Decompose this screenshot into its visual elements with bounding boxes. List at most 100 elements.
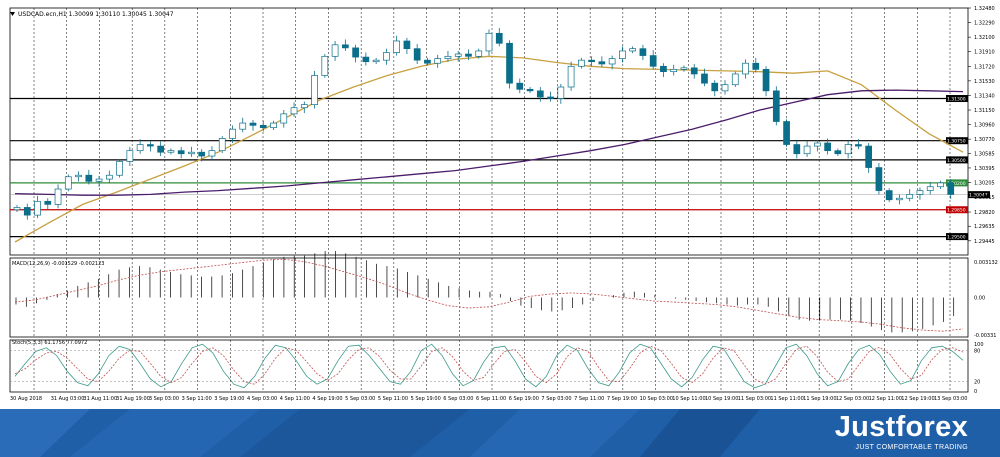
candle bbox=[424, 57, 431, 66]
candle-body bbox=[321, 55, 329, 76]
candle bbox=[465, 49, 472, 61]
candle bbox=[670, 64, 678, 76]
candle bbox=[64, 174, 72, 192]
candle-body bbox=[424, 59, 431, 64]
candle bbox=[711, 80, 719, 97]
time-label: 13 Sep 03:00 bbox=[934, 396, 967, 402]
candle-body bbox=[526, 88, 534, 92]
candle bbox=[167, 148, 175, 155]
level-tag-label: 1.29500 bbox=[947, 235, 966, 241]
candle-body bbox=[660, 65, 667, 73]
candle-body bbox=[875, 167, 883, 191]
panel-frame bbox=[9, 257, 969, 338]
candle bbox=[926, 182, 934, 195]
candle bbox=[147, 141, 154, 152]
candle bbox=[331, 40, 339, 61]
candle-body bbox=[844, 144, 852, 155]
candle bbox=[731, 71, 739, 88]
time-label: 3 Sep 19:00 bbox=[214, 396, 244, 402]
candle-body bbox=[300, 104, 308, 109]
candle-body bbox=[13, 207, 21, 211]
candle bbox=[434, 54, 442, 68]
price-tick-label: 1.30395 bbox=[974, 166, 995, 172]
ma-line bbox=[14, 55, 964, 243]
candle-body bbox=[270, 122, 277, 129]
candle bbox=[75, 171, 82, 182]
candle-body bbox=[126, 150, 134, 162]
candle-body bbox=[85, 174, 93, 182]
candle bbox=[772, 86, 780, 126]
candle bbox=[834, 148, 842, 157]
price-tick-label: 1.31340 bbox=[974, 93, 995, 99]
candle bbox=[188, 146, 195, 157]
time-label: 11 Sep 19:00 bbox=[803, 396, 836, 402]
symbol-menu-icon[interactable] bbox=[10, 12, 15, 16]
candle-body bbox=[259, 125, 267, 129]
time-label: 3 Sep 11:00 bbox=[182, 396, 212, 402]
brand-logo[interactable]: Justforex bbox=[834, 411, 968, 443]
candle-body bbox=[506, 42, 513, 84]
candle-body bbox=[752, 62, 760, 70]
candle-body bbox=[64, 176, 72, 190]
candle-body bbox=[280, 113, 288, 124]
price-tick-label: 1.29635 bbox=[974, 224, 995, 230]
candle-body bbox=[475, 50, 483, 57]
candle bbox=[608, 55, 616, 70]
candle-body bbox=[465, 53, 472, 57]
candle bbox=[454, 50, 462, 62]
brand-slogan: JUST COMFORTABLE TRADING bbox=[855, 444, 968, 451]
candle bbox=[639, 44, 647, 61]
candle bbox=[198, 149, 206, 162]
time-label: 5 Sep 03:00 bbox=[345, 396, 375, 402]
candle bbox=[742, 59, 749, 79]
level-tag bbox=[946, 137, 968, 145]
candle-body bbox=[218, 138, 226, 152]
candle bbox=[495, 27, 503, 47]
time-label: 4 Sep 19:00 bbox=[312, 396, 342, 402]
price-tag-label: 1.30047 bbox=[969, 193, 988, 199]
price-tick-label: 1.30585 bbox=[974, 151, 995, 157]
candle-body bbox=[711, 82, 719, 92]
time-label: 4 Sep 11:00 bbox=[280, 396, 310, 402]
candle-body bbox=[495, 32, 503, 44]
candle-body bbox=[639, 48, 647, 56]
candle bbox=[762, 66, 770, 97]
candle bbox=[567, 61, 575, 91]
time-label: 12 Sep 19:00 bbox=[901, 396, 934, 402]
candle-body bbox=[947, 182, 955, 195]
trading-terminal: 1.31300 1.30750 1.30500 1.30200 1.29850 1.295… bbox=[9, 6, 998, 402]
candle-body bbox=[290, 107, 298, 115]
level-tag-label: 1.30750 bbox=[947, 139, 966, 145]
candle-body bbox=[23, 207, 31, 216]
macd-tick-label: 0.003132 bbox=[974, 260, 998, 266]
candle-body bbox=[824, 142, 831, 152]
candle bbox=[752, 57, 760, 73]
candle bbox=[516, 78, 524, 94]
candle bbox=[947, 179, 955, 200]
candle bbox=[413, 44, 421, 64]
candle-body bbox=[567, 65, 575, 88]
time-label: 4 Sep 03:00 bbox=[247, 396, 277, 402]
level-tag-label: 1.29850 bbox=[947, 208, 966, 214]
candle-body bbox=[916, 190, 924, 195]
candle bbox=[865, 143, 873, 173]
candle-body bbox=[619, 50, 626, 59]
candle-body bbox=[742, 62, 749, 75]
panel-frames bbox=[9, 7, 969, 393]
candle bbox=[126, 146, 134, 167]
time-label: 10 Sep 19:00 bbox=[705, 396, 738, 402]
candle bbox=[136, 139, 144, 154]
candle bbox=[536, 87, 544, 102]
candle bbox=[208, 146, 216, 160]
price-axis: 1.32480 1.32290 1.32100 1.31910 1.31720 1.315… bbox=[968, 6, 998, 395]
candle-body bbox=[136, 144, 144, 152]
candle-body bbox=[896, 197, 903, 201]
level-tag bbox=[946, 156, 968, 164]
candle bbox=[813, 139, 821, 152]
candle bbox=[896, 194, 903, 205]
macd-tick-label: -0.00331 bbox=[974, 333, 996, 339]
time-label: 10 Sep 11:00 bbox=[672, 396, 705, 402]
time-label: 12 Sep 03:00 bbox=[836, 396, 869, 402]
candle-body bbox=[547, 96, 554, 99]
price-tick-label: 1.31720 bbox=[974, 64, 995, 70]
